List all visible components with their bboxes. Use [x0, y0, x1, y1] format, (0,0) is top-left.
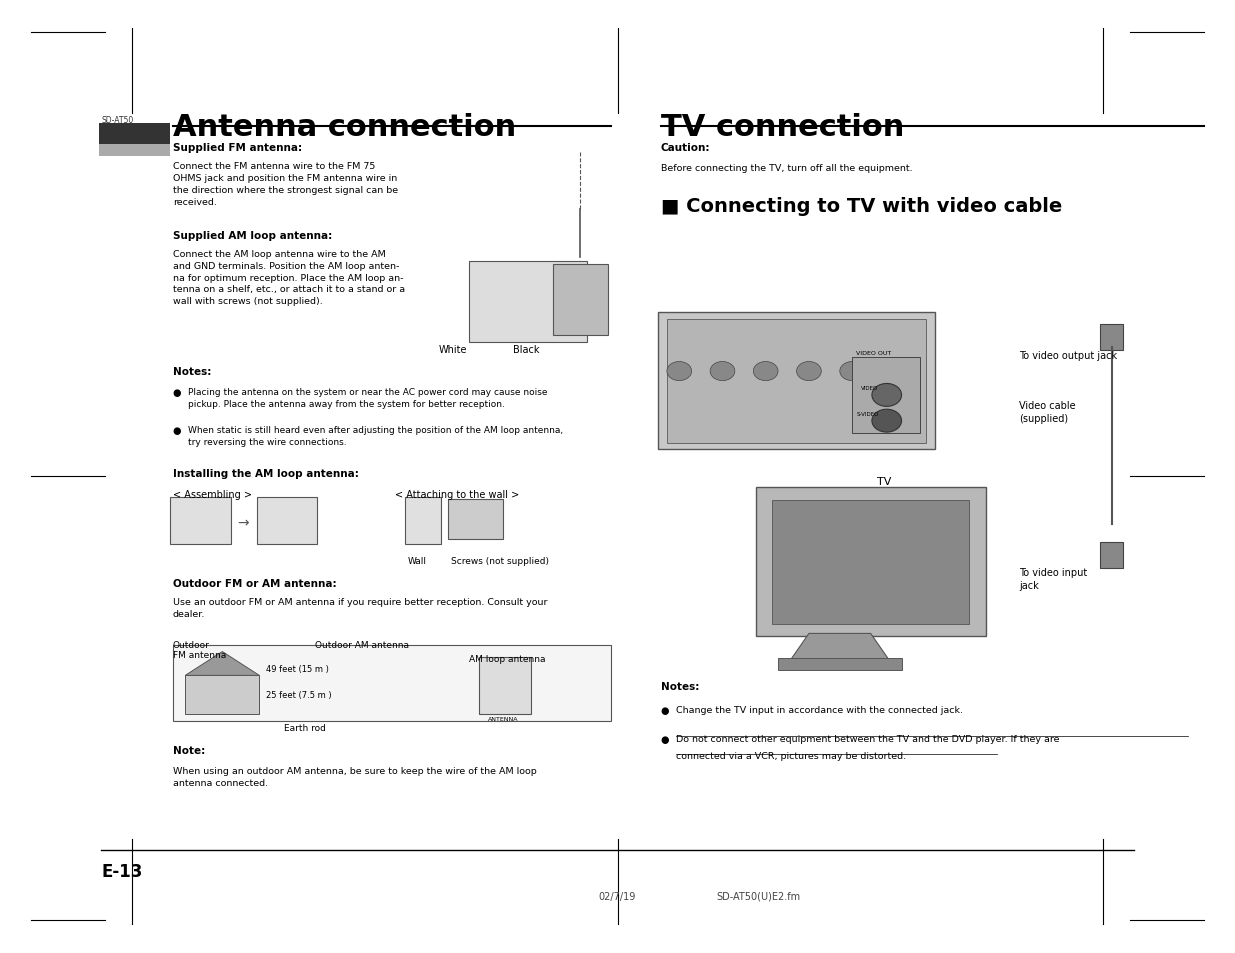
Text: Supplied AM loop antenna:: Supplied AM loop antenna: [173, 231, 332, 240]
Text: Note:: Note: [173, 745, 205, 755]
Circle shape [753, 362, 778, 381]
FancyBboxPatch shape [553, 265, 608, 335]
Text: When using an outdoor AM antenna, be sure to keep the wire of the AM loop
antenn: When using an outdoor AM antenna, be sur… [173, 766, 537, 787]
FancyBboxPatch shape [185, 676, 259, 714]
Text: Screws (not supplied): Screws (not supplied) [451, 557, 548, 565]
FancyBboxPatch shape [852, 357, 920, 434]
Text: Installing the AM loop antenna:: Installing the AM loop antenna: [173, 469, 359, 478]
FancyBboxPatch shape [658, 313, 935, 450]
FancyBboxPatch shape [667, 319, 926, 443]
Text: Caution:: Caution: [661, 143, 710, 152]
Text: Black: Black [513, 345, 538, 355]
Circle shape [872, 410, 902, 433]
FancyBboxPatch shape [778, 659, 902, 670]
Circle shape [667, 362, 692, 381]
Text: VIDEO: VIDEO [861, 386, 878, 391]
Text: VIDEO OUT: VIDEO OUT [856, 351, 892, 355]
Text: Placing the antenna on the system or near the AC power cord may cause noise
pick: Placing the antenna on the system or nea… [188, 388, 547, 408]
Circle shape [840, 362, 864, 381]
Text: Use an outdoor FM or AM antenna if you require better reception. Consult your
de: Use an outdoor FM or AM antenna if you r… [173, 598, 547, 618]
Text: < Attaching to the wall >: < Attaching to the wall > [395, 490, 520, 499]
Polygon shape [185, 652, 259, 676]
Text: SD-AT50
DX-AT50: SD-AT50 DX-AT50 [101, 116, 133, 135]
FancyBboxPatch shape [469, 262, 587, 343]
FancyBboxPatch shape [448, 499, 503, 539]
Text: Outdoor AM antenna: Outdoor AM antenna [315, 640, 409, 649]
Text: Supplied FM antenna:: Supplied FM antenna: [173, 143, 303, 152]
Text: Connect the AM loop antenna wire to the AM
and GND terminals. Position the AM lo: Connect the AM loop antenna wire to the … [173, 250, 405, 306]
Text: 49 feet (15 m ): 49 feet (15 m ) [266, 664, 329, 674]
Text: ANTENNA: ANTENNA [488, 717, 519, 721]
Text: ●: ● [173, 426, 182, 436]
Text: Notes:: Notes: [173, 367, 211, 376]
Text: White: White [438, 345, 467, 355]
FancyBboxPatch shape [170, 497, 231, 544]
FancyBboxPatch shape [1100, 325, 1123, 351]
Text: Video cable
(supplied): Video cable (supplied) [1019, 400, 1076, 423]
Circle shape [872, 384, 902, 407]
Text: 25 feet (7.5 m ): 25 feet (7.5 m ) [266, 690, 331, 700]
Text: ●: ● [661, 734, 669, 743]
Text: →: → [237, 517, 248, 530]
Text: ENGLISH: ENGLISH [115, 129, 154, 138]
Text: ●: ● [173, 388, 182, 397]
Circle shape [710, 362, 735, 381]
Text: TV: TV [877, 476, 892, 486]
Circle shape [797, 362, 821, 381]
FancyBboxPatch shape [99, 124, 170, 145]
Text: E-13: E-13 [101, 862, 143, 881]
FancyBboxPatch shape [772, 500, 969, 624]
Text: Outdoor FM or AM antenna:: Outdoor FM or AM antenna: [173, 578, 336, 588]
Text: SD-AT50(U)E2.fm: SD-AT50(U)E2.fm [716, 891, 800, 901]
Text: To video input
jack: To video input jack [1019, 567, 1087, 590]
Text: ■ Connecting to TV with video cable: ■ Connecting to TV with video cable [661, 197, 1062, 216]
FancyBboxPatch shape [1100, 542, 1123, 568]
Text: Before connecting the TV, turn off all the equipment.: Before connecting the TV, turn off all t… [661, 164, 913, 172]
Text: Earth rod: Earth rod [284, 723, 326, 732]
Text: Change the TV input in accordance with the connected jack.: Change the TV input in accordance with t… [676, 705, 962, 714]
Text: < Assembling >: < Assembling > [173, 490, 252, 499]
Text: S-VIDEO: S-VIDEO [857, 412, 879, 416]
FancyBboxPatch shape [257, 497, 317, 544]
FancyBboxPatch shape [479, 658, 531, 714]
FancyBboxPatch shape [173, 645, 611, 721]
Text: Wall: Wall [408, 557, 426, 565]
Text: TV connection: TV connection [661, 112, 904, 141]
FancyBboxPatch shape [756, 488, 986, 637]
Text: Antenna connection: Antenna connection [173, 112, 516, 141]
FancyBboxPatch shape [405, 497, 441, 544]
FancyBboxPatch shape [99, 145, 170, 157]
Text: Do not connect other equipment between the TV and the DVD player. If they are: Do not connect other equipment between t… [676, 734, 1060, 742]
Text: Outdoor
FM antenna: Outdoor FM antenna [173, 640, 226, 659]
Text: When static is still heard even after adjusting the position of the AM loop ante: When static is still heard even after ad… [188, 426, 563, 446]
Text: 02/7/19: 02/7/19 [599, 891, 636, 901]
Text: connected via a VCR, pictures may be distorted.: connected via a VCR, pictures may be dis… [676, 751, 905, 760]
Polygon shape [790, 634, 889, 660]
Text: ●: ● [661, 705, 669, 715]
Text: To video output jack: To video output jack [1019, 351, 1116, 360]
Text: AM loop antenna: AM loop antenna [469, 655, 546, 663]
Text: Notes:: Notes: [661, 681, 699, 691]
Text: Connect the FM antenna wire to the FM 75
OHMS jack and position the FM antenna w: Connect the FM antenna wire to the FM 75… [173, 162, 398, 207]
